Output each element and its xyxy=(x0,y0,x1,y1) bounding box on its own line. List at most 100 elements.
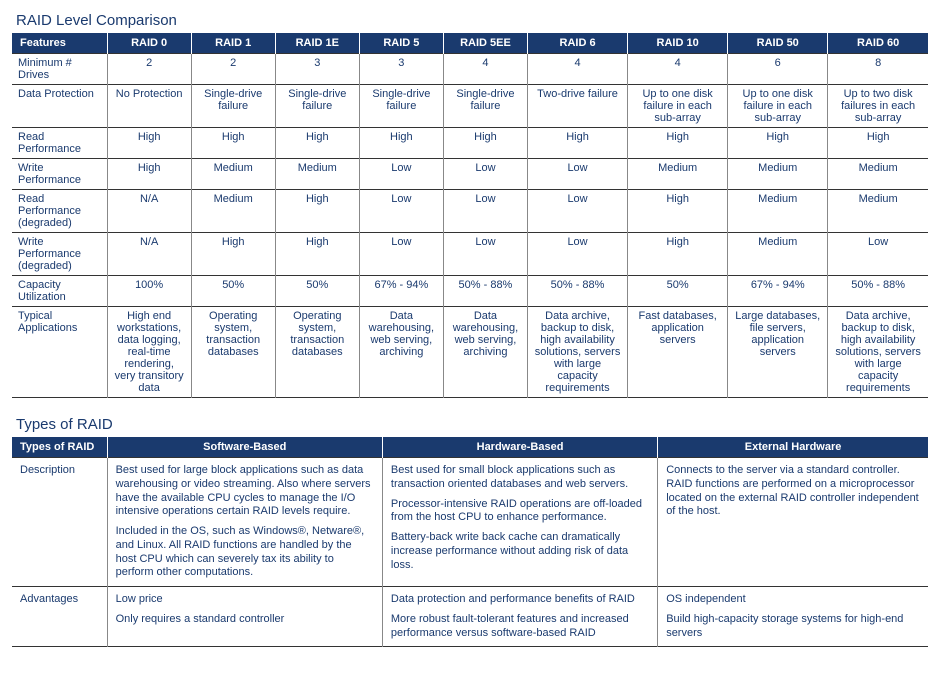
data-cell: Data warehousing, web serving, archiving xyxy=(359,307,443,398)
data-cell: High xyxy=(628,190,728,233)
data-cell: Single-drive failure xyxy=(275,85,359,128)
data-cell: Low xyxy=(828,233,928,276)
table-row: Typical ApplicationsHigh end workstation… xyxy=(12,307,928,398)
data-cell: Medium xyxy=(728,159,828,190)
data-cell: Medium xyxy=(191,190,275,233)
data-cell: High xyxy=(628,128,728,159)
data-cell: Low xyxy=(443,159,527,190)
col-header: RAID 1E xyxy=(275,33,359,54)
cell-paragraph: Data protection and performance benefits… xyxy=(391,593,649,607)
data-cell: Medium xyxy=(728,233,828,276)
data-cell: No Protection xyxy=(107,85,191,128)
data-cell: 50% xyxy=(275,276,359,307)
raid-types-title: Types of RAID xyxy=(12,416,928,433)
data-cell: N/A xyxy=(107,233,191,276)
data-cell: Low price Only requires a standard contro… xyxy=(107,587,382,647)
feature-cell: Typical Applications xyxy=(12,307,107,398)
data-cell: High xyxy=(527,128,627,159)
cell-paragraph: Build high-capacity storage systems for … xyxy=(666,613,920,641)
col-header: Software-Based xyxy=(107,437,382,458)
raid-types-header-row: Types of RAIDSoftware-BasedHardware-Base… xyxy=(12,437,928,458)
table-row: Write Performance (degraded)N/AHighHighL… xyxy=(12,233,928,276)
feature-cell: Data Protection xyxy=(12,85,107,128)
data-cell: 4 xyxy=(628,54,728,85)
cell-paragraph: Best used for large block applications s… xyxy=(116,464,374,519)
cell-paragraph: Best used for small block applications s… xyxy=(391,464,649,492)
col-header: External Hardware xyxy=(658,437,928,458)
col-header: Features xyxy=(12,33,107,54)
data-cell: 8 xyxy=(828,54,928,85)
data-cell: 50% - 88% xyxy=(443,276,527,307)
data-cell: 100% xyxy=(107,276,191,307)
data-cell: Low xyxy=(527,233,627,276)
data-cell: Fast databases, application servers xyxy=(628,307,728,398)
data-cell: 50% xyxy=(628,276,728,307)
data-cell: Low xyxy=(527,190,627,233)
data-cell: Medium xyxy=(828,159,928,190)
data-cell: 2 xyxy=(107,54,191,85)
data-cell: 50% xyxy=(191,276,275,307)
data-cell: Best used for large block applications s… xyxy=(107,458,382,587)
data-cell: 4 xyxy=(527,54,627,85)
table-row: Minimum # Drives223344468 xyxy=(12,54,928,85)
data-cell: High xyxy=(191,233,275,276)
data-cell: Data archive, backup to disk, high avail… xyxy=(828,307,928,398)
feature-cell: Capacity Utilization xyxy=(12,276,107,307)
table-row: DescriptionBest used for large block app… xyxy=(12,458,928,587)
table-row: Write PerformanceHighMediumMediumLowLowL… xyxy=(12,159,928,190)
feature-cell: Advantages xyxy=(12,587,107,647)
col-header: RAID 5EE xyxy=(443,33,527,54)
data-cell: High xyxy=(359,128,443,159)
data-cell: 50% - 88% xyxy=(828,276,928,307)
data-cell: Low xyxy=(359,190,443,233)
col-header: RAID 50 xyxy=(728,33,828,54)
data-cell: Low xyxy=(527,159,627,190)
data-cell: Connects to the server via a standard co… xyxy=(658,458,928,587)
data-cell: 6 xyxy=(728,54,828,85)
data-cell: Up to two disk failures in each sub-arra… xyxy=(828,85,928,128)
cell-paragraph: Processor-intensive RAID operations are … xyxy=(391,498,649,526)
data-cell: 50% - 88% xyxy=(527,276,627,307)
data-cell: Data protection and performance benefits… xyxy=(382,587,657,647)
data-cell: Up to one disk failure in each sub-array xyxy=(728,85,828,128)
feature-cell: Description xyxy=(12,458,107,587)
data-cell: 4 xyxy=(443,54,527,85)
data-cell: Operating system, transaction databases xyxy=(191,307,275,398)
cell-paragraph: Included in the OS, such as Windows®, Ne… xyxy=(116,525,374,580)
cell-paragraph: Low price xyxy=(116,593,374,607)
col-header: RAID 10 xyxy=(628,33,728,54)
data-cell: High xyxy=(443,128,527,159)
raid-comparison-title: RAID Level Comparison xyxy=(12,12,928,29)
feature-cell: Write Performance (degraded) xyxy=(12,233,107,276)
table-row: Capacity Utilization100%50%50%67% - 94%5… xyxy=(12,276,928,307)
col-header: RAID 6 xyxy=(527,33,627,54)
cell-paragraph: Connects to the server via a standard co… xyxy=(666,464,920,519)
cell-paragraph: More robust fault-tolerant features and … xyxy=(391,613,649,641)
data-cell: High xyxy=(275,233,359,276)
data-cell: Medium xyxy=(628,159,728,190)
data-cell: 3 xyxy=(275,54,359,85)
data-cell: Low xyxy=(443,190,527,233)
data-cell: Large databases, file servers, applicati… xyxy=(728,307,828,398)
data-cell: Low xyxy=(359,159,443,190)
data-cell: Medium xyxy=(191,159,275,190)
cell-paragraph: OS independent xyxy=(666,593,920,607)
table-row: Advantages Low price Only requires a stand… xyxy=(12,587,928,647)
col-header: RAID 5 xyxy=(359,33,443,54)
data-cell: Medium xyxy=(275,159,359,190)
feature-cell: Write Performance xyxy=(12,159,107,190)
raid-types-table: Types of RAIDSoftware-BasedHardware-Base… xyxy=(12,437,928,647)
feature-cell: Read Performance (degraded) xyxy=(12,190,107,233)
data-cell: High xyxy=(107,159,191,190)
feature-cell: Minimum # Drives xyxy=(12,54,107,85)
cell-paragraph: Only requires a standard controller xyxy=(116,613,374,627)
data-cell: OS independent Build high-capacity storag… xyxy=(658,587,928,647)
data-cell: Data warehousing, web serving, archiving xyxy=(443,307,527,398)
col-header: RAID 60 xyxy=(828,33,928,54)
data-cell: High xyxy=(107,128,191,159)
data-cell: Single-drive failure xyxy=(443,85,527,128)
data-cell: 67% - 94% xyxy=(359,276,443,307)
data-cell: Single-drive failure xyxy=(191,85,275,128)
data-cell: Up to one disk failure in each sub-array xyxy=(628,85,728,128)
data-cell: High xyxy=(828,128,928,159)
